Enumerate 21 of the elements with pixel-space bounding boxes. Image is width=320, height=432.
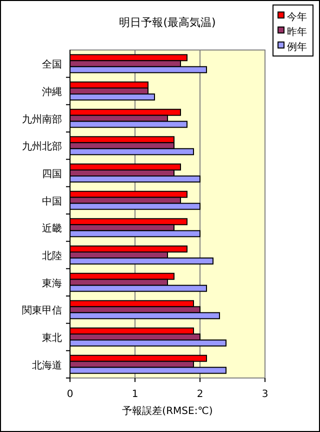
y-tick-label: 全国 — [42, 58, 62, 71]
x-tick-label: 3 — [262, 389, 268, 400]
y-tick-label: 中国 — [42, 195, 62, 208]
y-tick-label: 北陸 — [42, 250, 62, 262]
x-tick-label: 0 — [66, 389, 74, 400]
x-tick-label: 2 — [196, 389, 204, 400]
y-tick-label: 北海道 — [32, 359, 62, 372]
legend-label: 昨年 — [287, 26, 307, 38]
y-tick-label: 九州北部 — [22, 140, 62, 153]
x-tick-label: 1 — [132, 389, 138, 400]
y-tick-label: 沖縄 — [42, 86, 62, 98]
legend-label: 今年 — [287, 11, 307, 23]
x-axis-title: 予報誤差(RMSE:℃) — [122, 405, 213, 417]
y-tick-label: 東北 — [42, 332, 62, 344]
legend-label: 例年 — [287, 41, 307, 53]
y-tick-label: 九州南部 — [22, 113, 62, 126]
chart-title: 明日予報(最高気温) — [119, 16, 216, 29]
y-tick-label: 東海 — [42, 277, 62, 290]
y-tick-label: 関東甲信 — [22, 304, 62, 317]
y-tick-label: 四国 — [42, 169, 62, 180]
y-tick-label: 近畿 — [42, 222, 62, 235]
